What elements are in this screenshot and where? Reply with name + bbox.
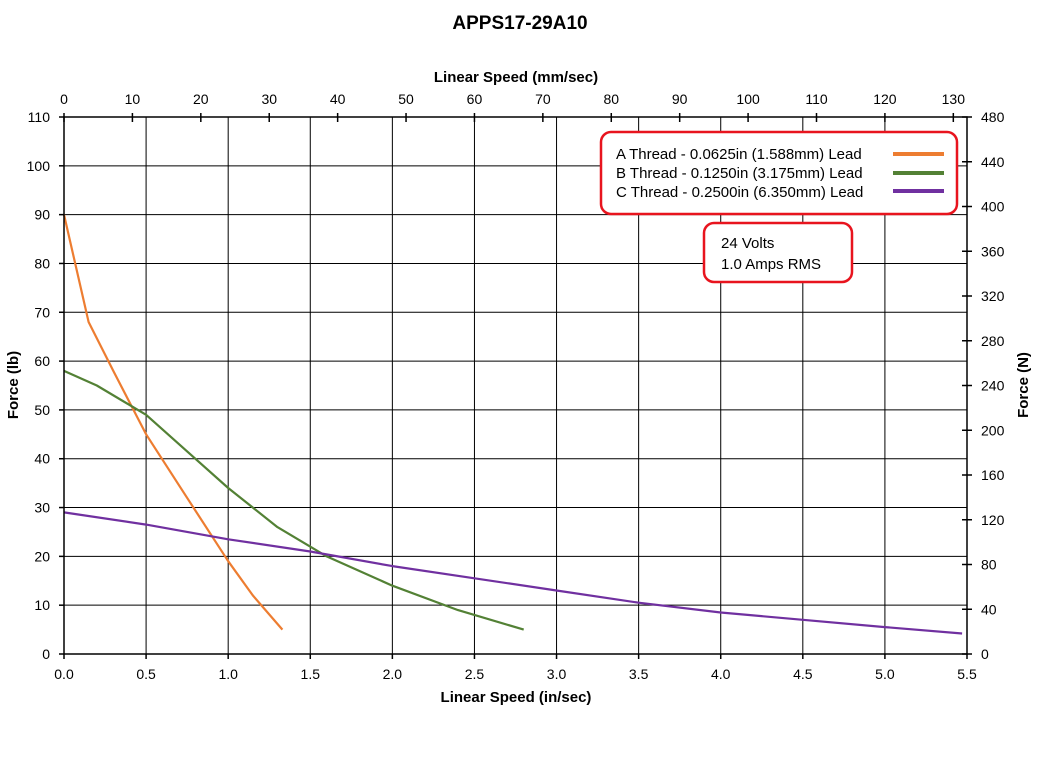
y-tick-label: 110 bbox=[28, 109, 51, 125]
y2-tick-label: 480 bbox=[981, 109, 1005, 125]
x2-tick-label: 50 bbox=[398, 91, 414, 107]
y2-tick-label: 80 bbox=[981, 557, 997, 573]
y2-tick-label: 200 bbox=[981, 422, 1005, 438]
x-tick-label: 4.0 bbox=[711, 666, 731, 682]
annotation-current: 1.0 Amps RMS bbox=[721, 256, 821, 273]
y-tick-label: 40 bbox=[34, 451, 50, 467]
y2-tick-label: 400 bbox=[981, 199, 1005, 215]
y2-tick-label: 40 bbox=[981, 601, 997, 617]
x2-tick-label: 40 bbox=[330, 91, 346, 107]
axis-ticks: 0.0 0.5 1.0 1.5 2.0 2.5 3.0 3.5 4.0 4.5 5.0 5.50102… bbox=[27, 91, 1005, 682]
y-tick-label: 10 bbox=[34, 597, 50, 613]
y-axis-label: Force (lb) bbox=[5, 351, 22, 419]
x2-tick-label: 10 bbox=[125, 91, 141, 107]
y-tick-label: 20 bbox=[34, 548, 50, 564]
series-line-c bbox=[63, 511, 963, 635]
legend-box bbox=[599, 130, 959, 216]
x2-tick-label: 0 bbox=[60, 91, 68, 107]
x2-tick-label: 100 bbox=[736, 91, 760, 107]
legend-label-b: B Thread - 0.1250in (3.175mm) Lead bbox=[616, 165, 863, 182]
x2-tick-label: 90 bbox=[672, 91, 688, 107]
annotation-box bbox=[702, 221, 854, 284]
x-tick-label: 0.0 bbox=[54, 666, 74, 682]
x-tick-label: 4.5 bbox=[793, 666, 813, 682]
x2-tick-label: 20 bbox=[193, 91, 209, 107]
y2-tick-label: 360 bbox=[981, 243, 1005, 259]
y-tick-label: 70 bbox=[34, 304, 50, 320]
y-tick-label: 50 bbox=[34, 402, 50, 418]
x-tick-label: 5.0 bbox=[875, 666, 895, 682]
legend: A Thread - 0.0625in (1.588mm) Lead B Thr… bbox=[599, 130, 959, 216]
x-tick-label: 5.5 bbox=[957, 666, 977, 682]
annotation-voltage: 24 Volts bbox=[721, 235, 774, 252]
y2-tick-label: 120 bbox=[981, 512, 1005, 528]
y-tick-label: 30 bbox=[34, 500, 50, 516]
y2-tick-label: 0 bbox=[981, 646, 989, 662]
chart-title: APPS17-29A10 bbox=[452, 13, 587, 34]
series-line-a bbox=[62, 214, 284, 631]
x2-tick-label: 60 bbox=[467, 91, 483, 107]
legend-label-a: A Thread - 0.0625in (1.588mm) Lead bbox=[616, 146, 862, 163]
y2-axis-label: Force (N) bbox=[1015, 352, 1032, 418]
legend-label-c: C Thread - 0.2500in (6.350mm) Lead bbox=[616, 184, 863, 201]
drive-annotation: 24 Volts 1.0 Amps RMS bbox=[702, 221, 854, 284]
y-tick-label: 0 bbox=[42, 646, 50, 662]
x-tick-label: 3.0 bbox=[547, 666, 567, 682]
y2-tick-label: 240 bbox=[981, 378, 1005, 394]
y-tick-label: 90 bbox=[34, 207, 50, 223]
x2-tick-label: 30 bbox=[261, 91, 277, 107]
x-tick-label: 3.5 bbox=[629, 666, 649, 682]
x2-tick-label: 130 bbox=[942, 91, 966, 107]
x-axis-label: Linear Speed (in/sec) bbox=[441, 689, 592, 706]
y2-tick-label: 440 bbox=[981, 154, 1005, 170]
x-tick-label: 2.5 bbox=[465, 666, 485, 682]
y2-tick-label: 320 bbox=[981, 288, 1005, 304]
series-line-b bbox=[63, 369, 525, 631]
x2-tick-label: 120 bbox=[873, 91, 897, 107]
x2-tick-label: 110 bbox=[805, 91, 828, 107]
y-tick-label: 100 bbox=[27, 158, 51, 174]
y2-tick-label: 280 bbox=[981, 333, 1005, 349]
series-lines bbox=[62, 214, 963, 635]
x-tick-label: 1.5 bbox=[301, 666, 321, 682]
x2-axis-label: Linear Speed (mm/sec) bbox=[434, 69, 598, 86]
x2-tick-label: 70 bbox=[535, 91, 551, 107]
y-tick-label: 80 bbox=[34, 255, 50, 271]
y-tick-label: 60 bbox=[34, 353, 50, 369]
y2-tick-label: 160 bbox=[981, 467, 1005, 483]
x-tick-label: 2.0 bbox=[383, 666, 403, 682]
x2-tick-label: 80 bbox=[603, 91, 619, 107]
x-tick-label: 1.0 bbox=[218, 666, 238, 682]
x-tick-label: 0.5 bbox=[136, 666, 156, 682]
